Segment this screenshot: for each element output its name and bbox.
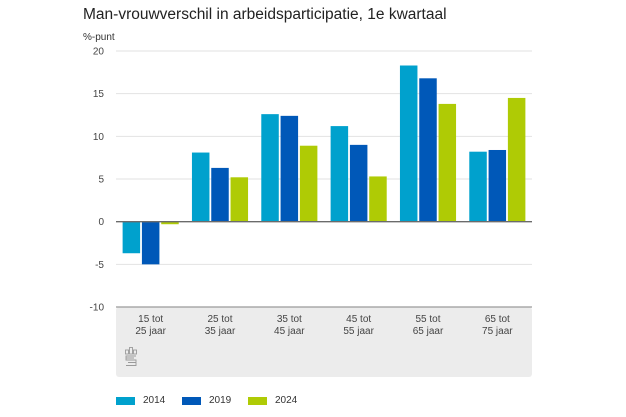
category-label: 75 jaar bbox=[482, 326, 513, 337]
legend-swatch bbox=[116, 396, 135, 405]
bar-2024-2 bbox=[299, 145, 318, 222]
category-label: 35 tot bbox=[277, 314, 302, 325]
y-tick-label: 0 bbox=[98, 217, 104, 228]
category-label: 55 tot bbox=[415, 314, 440, 325]
y-tick-label: 15 bbox=[93, 89, 105, 100]
cbs-logo-icon bbox=[125, 347, 137, 366]
bar-2019-2 bbox=[280, 115, 299, 222]
legend: 2014 2019 2024 bbox=[116, 395, 314, 406]
category-label: 65 tot bbox=[485, 314, 510, 325]
bar-2024-0 bbox=[161, 221, 179, 225]
bar-2019-3 bbox=[349, 144, 368, 222]
y-tick-label: 20 bbox=[93, 47, 105, 58]
legend-label: 2014 bbox=[143, 395, 166, 406]
bar-2019-1 bbox=[211, 167, 229, 222]
legend-item-2014: 2014 bbox=[116, 395, 182, 406]
legend-item-2024: 2024 bbox=[248, 395, 314, 406]
bar-2024-5 bbox=[507, 97, 526, 222]
bar-2024-4 bbox=[438, 103, 457, 222]
category-label: 25 jaar bbox=[135, 326, 166, 337]
category-label: 45 tot bbox=[346, 314, 371, 325]
legend-label: 2024 bbox=[275, 395, 298, 406]
category-label: 55 jaar bbox=[343, 326, 374, 337]
y-tick-label: 10 bbox=[93, 132, 105, 143]
category-label: 65 jaar bbox=[413, 326, 444, 337]
bar-2014-3 bbox=[330, 126, 349, 222]
bar-2014-2 bbox=[261, 114, 279, 222]
legend-label: 2019 bbox=[209, 395, 232, 406]
y-axis-unit-label: %-punt bbox=[83, 32, 115, 43]
bar-2024-1 bbox=[230, 177, 249, 222]
category-label: 15 tot bbox=[138, 314, 163, 325]
category-axis-panel bbox=[116, 307, 532, 377]
legend-item-2019: 2019 bbox=[182, 395, 248, 406]
bar-2019-4 bbox=[419, 78, 437, 222]
bar-2019-5 bbox=[488, 149, 507, 222]
bar-2024-3 bbox=[369, 176, 387, 222]
legend-swatch bbox=[182, 396, 201, 405]
chart-title: Man-vrouwverschil in arbeidsparticipatie… bbox=[83, 6, 447, 23]
category-label: 25 tot bbox=[207, 314, 232, 325]
bar-2014-0 bbox=[122, 221, 141, 254]
bar-2019-0 bbox=[141, 221, 160, 265]
bar-2014-1 bbox=[191, 152, 210, 222]
category-label: 35 jaar bbox=[205, 326, 236, 337]
category-label: 45 jaar bbox=[274, 326, 305, 337]
bar-2014-4 bbox=[399, 65, 418, 222]
legend-swatch bbox=[248, 396, 267, 405]
y-tick-label: 5 bbox=[98, 175, 104, 186]
bar-2014-5 bbox=[469, 151, 487, 222]
y-tick-label: -5 bbox=[95, 260, 104, 271]
y-tick-label: -10 bbox=[90, 303, 105, 314]
